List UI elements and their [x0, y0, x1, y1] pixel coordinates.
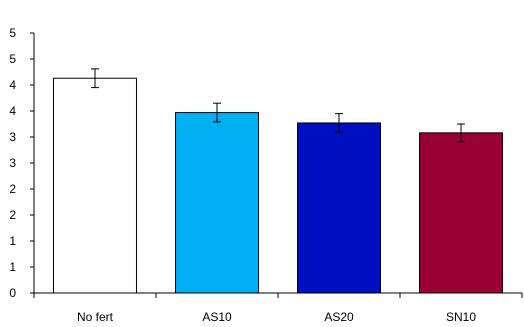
bars [53, 77, 503, 294]
y-tick-label: 5 [9, 52, 16, 66]
y-tick-label: 2 [9, 208, 16, 222]
bar [175, 112, 259, 294]
y-tick-label: 1 [9, 234, 16, 248]
y-axis: 0 1 1 2 2 3 3 4 4 5 5 [9, 26, 35, 300]
bar [297, 122, 381, 294]
y-tick-label: 4 [9, 78, 16, 92]
y-tick-label: 1 [9, 260, 16, 274]
y-tick-label: 3 [9, 156, 16, 170]
bar [53, 77, 137, 294]
x-category-label: AS10 [202, 310, 232, 324]
x-category-label: SN10 [446, 310, 476, 324]
bar [419, 132, 503, 294]
y-tick-label: 0 [9, 286, 16, 300]
x-category-label: AS20 [324, 310, 354, 324]
y-tick-label: 4 [9, 104, 16, 118]
x-category-label: No fert [77, 310, 114, 324]
y-tick-label: 3 [9, 130, 16, 144]
y-tick-label: 2 [9, 182, 16, 196]
y-tick-label: 5 [9, 26, 16, 40]
x-axis: No fert AS10 AS20 SN10 [33, 292, 523, 324]
error-bars [91, 68, 465, 143]
